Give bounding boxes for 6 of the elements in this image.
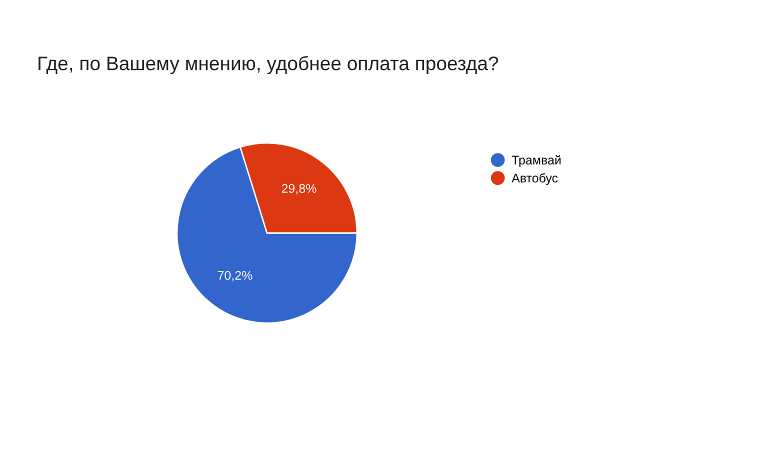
- pie-slice: [176, 146, 358, 324]
- data-label: 70,2%: [218, 270, 252, 282]
- legend-label: Трамвай: [512, 155, 561, 167]
- legend-label: Автобус: [512, 173, 558, 185]
- data-label: 29,8%: [282, 184, 316, 194]
- chart-title: Где, по Вашему мнению, удобнее оплата проезда?: [38, 56, 498, 74]
